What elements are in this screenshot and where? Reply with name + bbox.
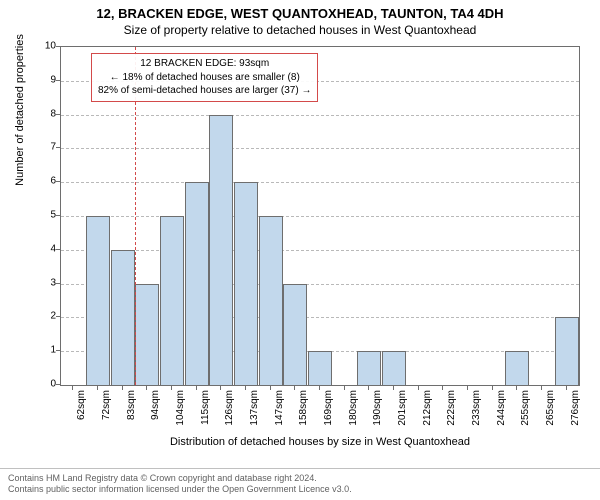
x-tick-label: 126sqm: [224, 390, 235, 426]
page-subtitle: Size of property relative to detached ho…: [0, 21, 600, 37]
page-title: 12, BRACKEN EDGE, WEST QUANTOXHEAD, TAUN…: [0, 0, 600, 21]
histogram-bar: [357, 351, 381, 385]
y-tick-mark: [56, 249, 60, 250]
histogram-bar: [111, 250, 135, 385]
x-tick-mark: [516, 386, 517, 390]
annotation-line: ← 18% of detached houses are smaller (8): [98, 71, 311, 85]
x-tick-label: 169sqm: [323, 390, 334, 426]
x-tick-label: 212sqm: [422, 390, 433, 426]
gridline: [61, 115, 579, 116]
x-tick-mark: [344, 386, 345, 390]
histogram-bar: [308, 351, 332, 385]
x-tick-mark: [220, 386, 221, 390]
y-tick-mark: [56, 46, 60, 47]
gridline: [61, 250, 579, 251]
x-tick-mark: [294, 386, 295, 390]
histogram-bar: [555, 317, 579, 385]
histogram-bar: [382, 351, 406, 385]
x-tick-mark: [566, 386, 567, 390]
histogram-bar: [185, 182, 209, 385]
histogram-bar: [135, 284, 159, 385]
x-tick-mark: [467, 386, 468, 390]
x-tick-label: 233sqm: [471, 390, 482, 426]
histogram-bar: [259, 216, 283, 385]
x-tick-label: 201sqm: [397, 390, 408, 426]
x-tick-label: 104sqm: [175, 390, 186, 426]
x-tick-label: 62sqm: [76, 390, 87, 420]
footer-line-1: Contains HM Land Registry data © Crown c…: [8, 473, 592, 485]
x-tick-mark: [418, 386, 419, 390]
x-tick-mark: [122, 386, 123, 390]
x-tick-label: 158sqm: [298, 390, 309, 426]
x-tick-mark: [541, 386, 542, 390]
histogram-bar: [160, 216, 184, 385]
chart-container: 12, BRACKEN EDGE, WEST QUANTOXHEAD, TAUN…: [0, 0, 600, 500]
x-tick-mark: [72, 386, 73, 390]
x-tick-label: 94sqm: [150, 390, 161, 420]
footer-line-2: Contains public sector information licen…: [8, 484, 592, 496]
x-tick-mark: [97, 386, 98, 390]
y-tick-mark: [56, 114, 60, 115]
x-tick-label: 222sqm: [446, 390, 457, 426]
y-tick-mark: [56, 384, 60, 385]
x-tick-label: 137sqm: [249, 390, 260, 426]
y-tick-mark: [56, 350, 60, 351]
histogram-bar: [234, 182, 258, 385]
histogram-bar: [505, 351, 529, 385]
x-tick-mark: [196, 386, 197, 390]
histogram-bar: [283, 284, 307, 385]
gridline: [61, 182, 579, 183]
y-tick-label: 10: [45, 41, 56, 52]
x-tick-label: 180sqm: [348, 390, 359, 426]
x-tick-label: 83sqm: [126, 390, 137, 420]
x-tick-mark: [146, 386, 147, 390]
x-tick-label: 265sqm: [545, 390, 556, 426]
x-tick-label: 72sqm: [101, 390, 112, 420]
x-tick-mark: [270, 386, 271, 390]
x-tick-mark: [442, 386, 443, 390]
x-tick-mark: [368, 386, 369, 390]
x-axis-label: Distribution of detached houses by size …: [60, 436, 580, 448]
x-tick-mark: [319, 386, 320, 390]
x-tick-label: 190sqm: [372, 390, 383, 426]
y-tick-mark: [56, 215, 60, 216]
y-axis-label: Number of detached properties: [14, 10, 26, 210]
gridline: [61, 216, 579, 217]
x-tick-mark: [245, 386, 246, 390]
y-tick-mark: [56, 147, 60, 148]
annotation-line: 82% of semi-detached houses are larger (…: [98, 84, 311, 98]
x-tick-label: 147sqm: [274, 390, 285, 426]
x-tick-label: 244sqm: [496, 390, 507, 426]
annotation-line: 12 BRACKEN EDGE: 93sqm: [98, 57, 311, 71]
footer: Contains HM Land Registry data © Crown c…: [0, 468, 600, 500]
plot-area: 12 BRACKEN EDGE: 93sqm← 18% of detached …: [60, 46, 580, 386]
y-tick-mark: [56, 181, 60, 182]
histogram-bar: [209, 115, 233, 385]
y-tick-mark: [56, 316, 60, 317]
histogram-bar: [86, 216, 110, 385]
y-tick-mark: [56, 283, 60, 284]
x-tick-label: 276sqm: [570, 390, 581, 426]
annotation-box: 12 BRACKEN EDGE: 93sqm← 18% of detached …: [91, 53, 318, 102]
x-tick-label: 255sqm: [520, 390, 531, 426]
y-tick-mark: [56, 80, 60, 81]
x-tick-mark: [171, 386, 172, 390]
x-tick-label: 115sqm: [200, 390, 211, 425]
x-tick-mark: [393, 386, 394, 390]
gridline: [61, 148, 579, 149]
x-tick-mark: [492, 386, 493, 390]
